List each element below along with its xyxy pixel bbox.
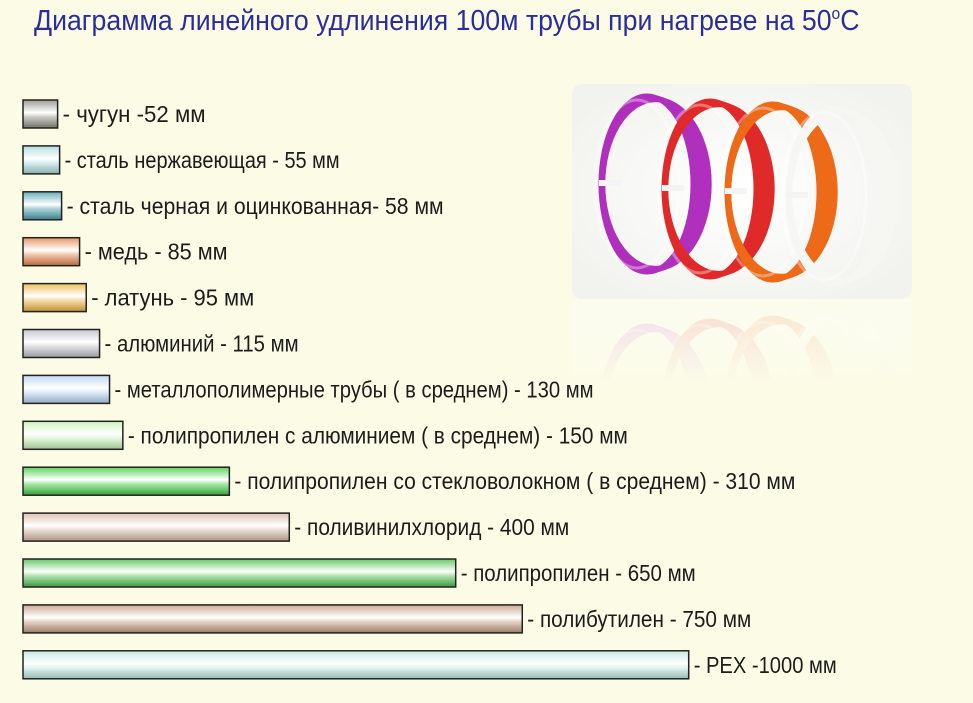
- pipe-coils-photo: [572, 84, 912, 382]
- bar-label-0: - чугун -52 мм: [63, 101, 206, 127]
- bar-label-6: - металлополимерные трубы ( в среднем) -…: [115, 376, 594, 402]
- bar-9: [22, 512, 291, 542]
- bar-12: [22, 650, 690, 680]
- bar-8: [22, 466, 231, 496]
- chart-title: Диаграмма линейного удлинения 100м трубы…: [34, 4, 860, 37]
- bar-1: [22, 145, 61, 175]
- bar-3: [22, 236, 81, 267]
- bar-label-10: - полипропилен - 650 мм: [461, 560, 696, 586]
- bar-5: [22, 328, 101, 359]
- bar-label-8: - полипропилен со стекловолокном ( в сре…: [234, 468, 795, 494]
- bar-10: [22, 558, 457, 588]
- bar-6: [22, 374, 111, 405]
- bar-label-3: - медь - 85 мм: [85, 239, 228, 265]
- bar-11: [22, 604, 524, 634]
- bar-label-1: - сталь нержавеющая - 55 мм: [65, 147, 340, 173]
- bar-4: [22, 282, 87, 313]
- bar-label-7: - полипропилен с алюминием ( в среднем) …: [128, 422, 628, 448]
- bar-0: [22, 99, 59, 129]
- bar-2: [22, 191, 63, 221]
- bar-label-2: - сталь черная и оцинкованная- 58 мм: [67, 193, 444, 219]
- bar-label-12: - РЕХ -1000 мм: [694, 652, 837, 678]
- bar-7: [22, 420, 124, 451]
- bar-label-11: - полибутилен - 750 мм: [527, 606, 751, 632]
- bar-label-9: - поливинилхлорид - 400 мм: [294, 514, 569, 540]
- bar-label-5: - алюминий - 115 мм: [105, 331, 299, 357]
- bar-label-4: - латунь - 95 мм: [91, 285, 254, 311]
